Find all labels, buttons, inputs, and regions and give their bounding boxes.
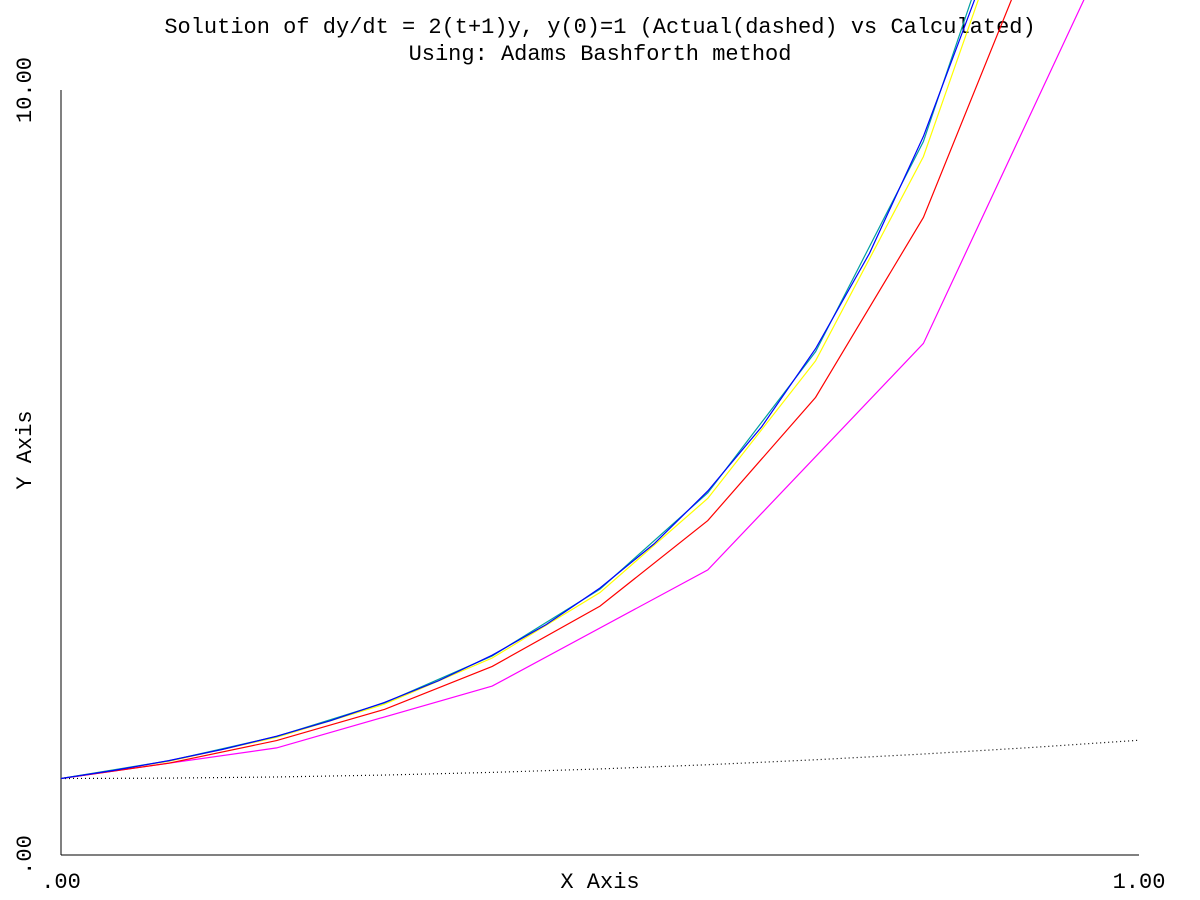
series-line xyxy=(61,739,1139,780)
plot-area xyxy=(61,0,1139,780)
series-line xyxy=(61,0,972,780)
chart-title: Solution of dy/dt = 2(t+1)y, y(0)=1 (Act… xyxy=(164,15,1035,40)
series-line xyxy=(61,0,979,780)
x-tick-label: .00 xyxy=(41,870,81,895)
x-axis-label: X Axis xyxy=(560,870,639,895)
series-line xyxy=(61,0,1085,780)
y-axis-label: Y Axis xyxy=(13,410,38,489)
chart-subtitle: Using: Adams Bashforth method xyxy=(409,42,792,67)
y-tick-label: 10.00 xyxy=(13,57,38,123)
series-line xyxy=(61,0,1013,780)
x-tick-label: 1.00 xyxy=(1113,870,1166,895)
series-line xyxy=(61,0,976,780)
y-tick-label: .00 xyxy=(13,835,38,875)
